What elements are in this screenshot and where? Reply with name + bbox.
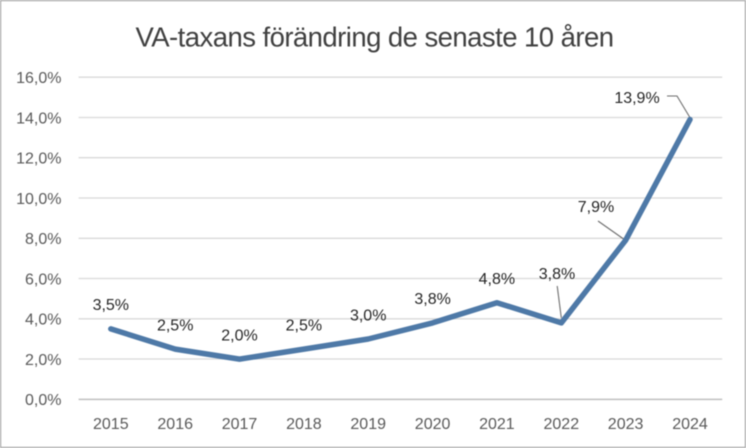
svg-text:13,9%: 13,9% [614, 90, 659, 107]
svg-text:4,0%: 4,0% [25, 312, 61, 329]
svg-text:2018: 2018 [286, 416, 322, 433]
svg-text:2,5%: 2,5% [157, 317, 193, 334]
svg-text:12,0%: 12,0% [16, 151, 61, 168]
svg-text:3,5%: 3,5% [93, 297, 129, 314]
svg-text:8,0%: 8,0% [25, 231, 61, 248]
svg-text:3,0%: 3,0% [350, 307, 386, 324]
svg-text:2015: 2015 [93, 416, 129, 433]
svg-text:4,8%: 4,8% [479, 271, 515, 288]
svg-text:2,5%: 2,5% [286, 317, 322, 334]
svg-text:10,0%: 10,0% [16, 191, 61, 208]
svg-text:2020: 2020 [415, 416, 451, 433]
svg-text:3,8%: 3,8% [539, 266, 575, 283]
svg-text:14,0%: 14,0% [16, 110, 61, 127]
svg-text:2021: 2021 [479, 416, 515, 433]
svg-text:2022: 2022 [544, 416, 580, 433]
svg-text:16,0%: 16,0% [16, 70, 61, 87]
svg-text:2019: 2019 [350, 416, 386, 433]
svg-text:6,0%: 6,0% [25, 271, 61, 288]
svg-text:7,9%: 7,9% [578, 199, 614, 216]
svg-text:2017: 2017 [222, 416, 258, 433]
svg-text:2016: 2016 [157, 416, 193, 433]
svg-text:2,0%: 2,0% [25, 352, 61, 369]
svg-text:2,0%: 2,0% [221, 327, 257, 344]
svg-text:3,8%: 3,8% [414, 291, 450, 308]
svg-text:VA-taxans förändring de senast: VA-taxans förändring de senaste 10 åren [136, 22, 614, 53]
svg-text:2023: 2023 [608, 416, 644, 433]
svg-text:0,0%: 0,0% [25, 392, 61, 409]
svg-text:2024: 2024 [672, 416, 708, 433]
